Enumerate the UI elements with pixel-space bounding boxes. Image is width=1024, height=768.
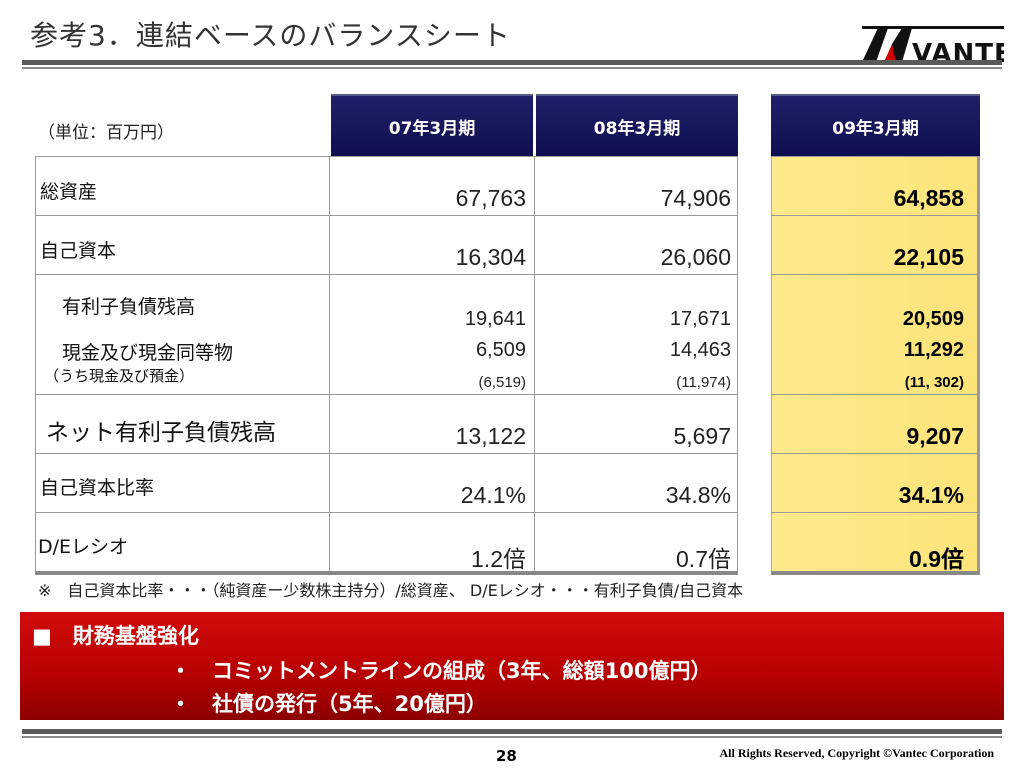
column-header-fy09: 09年3月期 (771, 94, 980, 156)
column-divider (329, 156, 330, 574)
row-label-equity: 自己資本 (40, 240, 117, 262)
value-equity-fy08: 26,060 (660, 244, 731, 270)
financial-base-banner: ■ 財務基盤強化 ・ コミットメントラインの組成（3年、総額100億円） ・ 社… (20, 612, 1004, 720)
row-divider (35, 274, 738, 275)
value-debt-fy09: 20,509 (902, 308, 964, 330)
value-equity-ratio-fy08: 34.8% (665, 482, 731, 508)
row-divider (771, 394, 980, 395)
logo-text: VANTEC (912, 39, 1004, 64)
value-total-assets-fy09: 64,858 (893, 185, 964, 211)
value-total-assets-fy07: 67,763 (455, 185, 526, 211)
value-net-debt-fy07: 13,122 (455, 423, 526, 449)
subvalue-cash-deposits-fy07: (6,519) (478, 374, 526, 391)
row-divider (35, 156, 738, 157)
row-divider (35, 394, 738, 395)
value-equity-fy09: 22,105 (893, 244, 964, 270)
row-label-interest-bearing-debt: 有利子負債残高 (62, 296, 196, 318)
page-number: 28 (496, 747, 517, 765)
value-debt-fy07: 19,641 (464, 308, 526, 330)
row-sublabel-cash-deposits: （うち現金及び預金） (44, 367, 195, 385)
value-cash-fy07: 6,509 (475, 339, 526, 361)
row-divider (771, 215, 980, 216)
row-label-net-debt: ネット有利子負債残高 (46, 420, 276, 446)
bottom-rule (22, 729, 1002, 734)
row-label-cash-equivalents: 現金及び現金同等物 (62, 342, 234, 364)
value-de-ratio-fy07: 1.2倍 (471, 546, 526, 572)
value-equity-fy07: 16,304 (455, 244, 526, 270)
column-header-fy08: 08年3月期 (536, 94, 738, 156)
value-net-debt-fy09: 9,207 (906, 423, 964, 449)
subvalue-cash-deposits-fy09: (11, 302) (904, 374, 964, 391)
banner-heading: ■ 財務基盤強化 (32, 624, 199, 648)
vantec-logo: VANTEC (862, 26, 1004, 64)
top-rule-thin (22, 67, 1002, 69)
row-divider (771, 453, 980, 454)
value-net-debt-fy08: 5,697 (673, 423, 731, 449)
row-label-equity-ratio: 自己資本比率 (40, 477, 155, 499)
footnote: ※ 自己資本比率・・・（純資産ー少数株主持分）/総資産、 D/Eレシオ・・・有利… (38, 581, 744, 600)
row-divider (771, 512, 980, 513)
row-label-total-assets: 総資産 (40, 181, 98, 203)
row-divider (35, 453, 738, 454)
value-equity-ratio-fy09: 34.1% (898, 482, 964, 508)
value-total-assets-fy08: 74,906 (660, 185, 731, 211)
unit-label: （単位：百万円） (38, 123, 174, 143)
copyright-notice: All Rights Reserved, Copyright ©Vantec C… (719, 746, 994, 760)
value-debt-fy08: 17,671 (669, 308, 731, 330)
page-title: 参考3．連結ベースのバランスシート (30, 19, 511, 52)
banner-item-bond-issue: ・ 社債の発行（5年、20億円） (170, 692, 487, 716)
bottom-rule-thin (22, 736, 1002, 738)
subvalue-cash-deposits-fy08: (11,974) (676, 374, 731, 391)
column-divider (534, 156, 535, 574)
value-cash-fy09: 11,292 (903, 339, 964, 361)
row-divider (35, 215, 738, 216)
value-de-ratio-fy08: 0.7倍 (676, 546, 731, 572)
value-de-ratio-fy09: 0.9倍 (909, 546, 964, 572)
row-divider (35, 512, 738, 513)
top-rule (22, 60, 1002, 65)
row-divider (771, 156, 980, 157)
column-header-fy07: 07年3月期 (331, 94, 533, 156)
balance-table (35, 156, 738, 574)
value-equity-ratio-fy07: 24.1% (460, 482, 526, 508)
row-divider (771, 274, 980, 275)
table-bottom-shadow (35, 571, 738, 575)
row-label-de-ratio: D/Eレシオ (38, 536, 129, 558)
column-divider (737, 156, 738, 574)
fy09-highlight-column (771, 156, 980, 574)
highlight-bottom-shadow (771, 571, 980, 575)
banner-item-commitment-line: ・ コミットメントラインの組成（3年、総額100億円） (170, 659, 712, 683)
value-cash-fy08: 14,463 (669, 339, 731, 361)
